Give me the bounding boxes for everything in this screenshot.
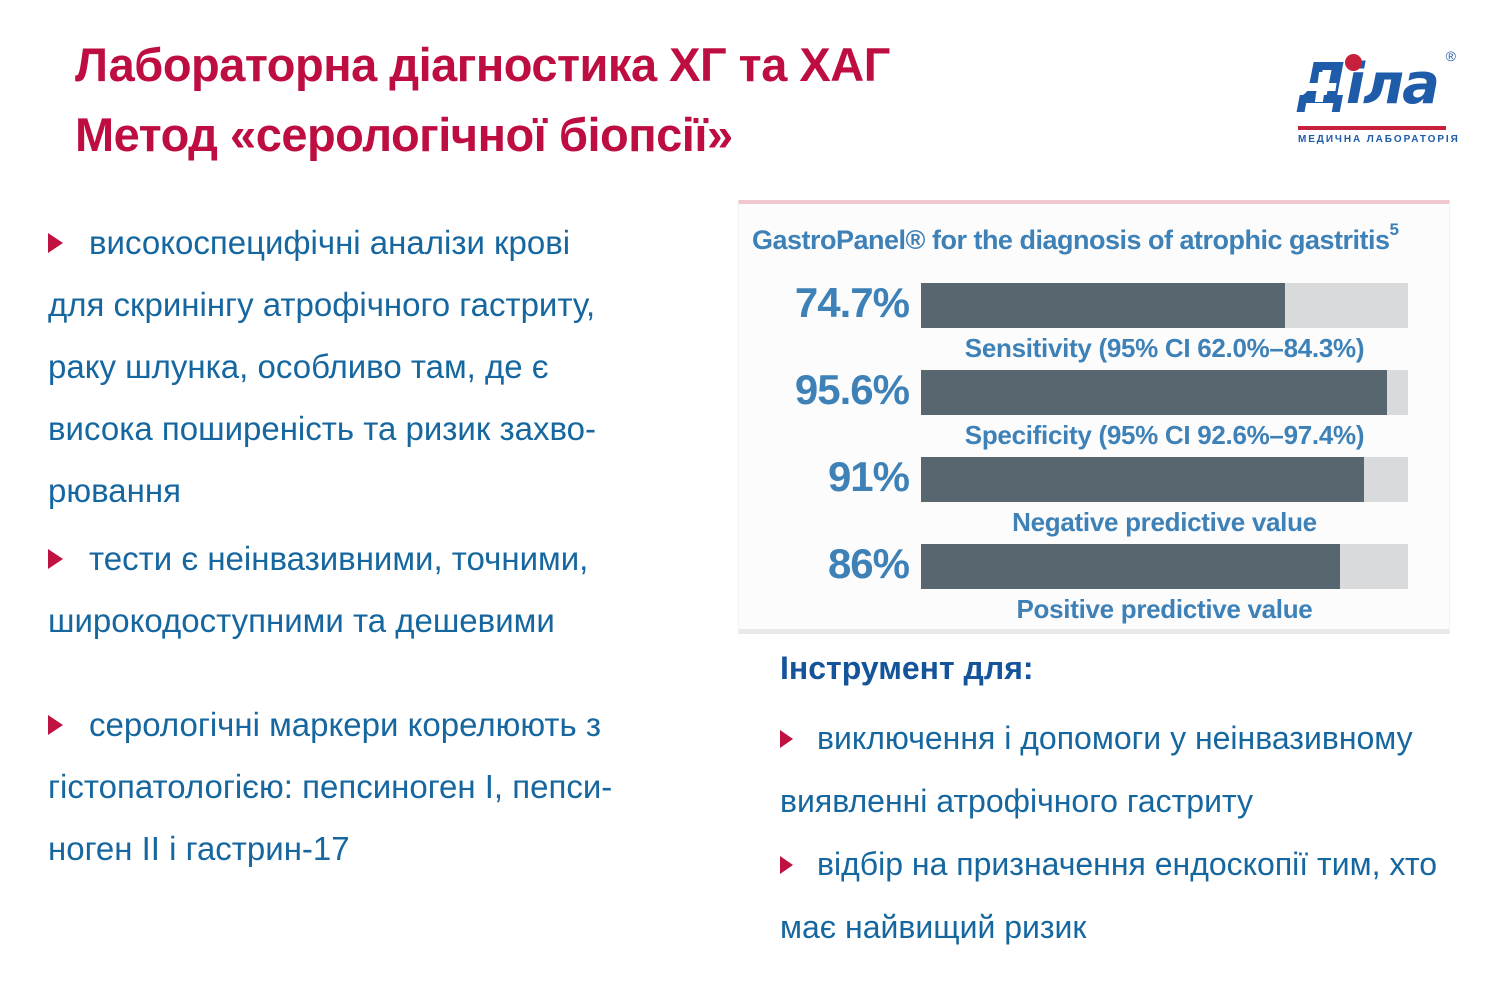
list-item: серологічні маркери корелюють з гістопато… bbox=[48, 694, 728, 880]
bullet-text: високоспецифічні аналізи крові для скрині… bbox=[48, 224, 596, 509]
list-item: високоспецифічні аналізи крові для скрині… bbox=[48, 212, 728, 522]
logo-red-dot-icon bbox=[1345, 54, 1362, 71]
tool-section-heading: Інструмент для: bbox=[780, 650, 1034, 686]
dila-logo: Діла ® МЕДИЧНА ЛАБОРАТОРІЯ bbox=[1298, 48, 1460, 145]
chart-row: 95.6% Specificity (95% CI 92.6%–97.4%) bbox=[739, 366, 1449, 457]
bar-category-label: Specificity (95% CI 92.6%–97.4%) bbox=[964, 420, 1365, 450]
bullet-triangle-icon bbox=[780, 730, 793, 748]
bullet-triangle-icon bbox=[780, 856, 793, 874]
bar-track bbox=[921, 544, 1408, 589]
chart-rows: 74.7% Sensitivity (95% CI 62.0%–84.3%) 95.… bbox=[739, 279, 1449, 631]
chart-title: GastroPanel® for the diagnosis of atroph… bbox=[752, 220, 1399, 256]
bar-category-label: Positive predictive value bbox=[1016, 594, 1313, 624]
list-item: відбір на призначення ендоскопії тим, хт… bbox=[780, 833, 1490, 959]
chart-title-text: GastroPanel® for the diagnosis of atroph… bbox=[752, 225, 1390, 255]
bullet-text: відбір на призначення ендоскопії тим, хт… bbox=[780, 846, 1438, 945]
bullet-triangle-icon bbox=[48, 233, 63, 253]
bar-fill bbox=[921, 370, 1387, 415]
bullet-triangle-icon bbox=[48, 715, 63, 735]
logo-caption: МЕДИЧНА ЛАБОРАТОРІЯ bbox=[1298, 134, 1460, 145]
bar-category-label: Negative predictive value bbox=[1012, 507, 1317, 537]
chart-title-superscript: 5 bbox=[1389, 220, 1399, 239]
logo-red-line bbox=[1298, 126, 1446, 130]
bar-track bbox=[921, 370, 1408, 415]
bar-track bbox=[921, 283, 1408, 328]
bar-value-label: 91% bbox=[827, 453, 910, 500]
chart-row: 86% Positive predictive value bbox=[739, 540, 1449, 631]
chart-row: 91% Negative predictive value bbox=[739, 453, 1449, 544]
page-title: Лабораторна діагностика ХГ та ХАГ Метод … bbox=[75, 30, 1225, 170]
tool-section: Інструмент для: виключення і допомоги у … bbox=[780, 650, 1490, 959]
logo-registered-mark: ® bbox=[1445, 48, 1456, 64]
page-title-line2: Метод «серологічної біопсії» bbox=[75, 108, 733, 161]
chart-row: 74.7% Sensitivity (95% CI 62.0%–84.3%) bbox=[739, 279, 1449, 370]
bar-value-label: 74.7% bbox=[794, 279, 910, 326]
page-title-line1: Лабораторна діагностика ХГ та ХАГ bbox=[75, 38, 890, 91]
logo-brand-row: Діла ® bbox=[1298, 48, 1456, 124]
logo-cross-icon bbox=[1302, 70, 1341, 104]
bar-category-label: Sensitivity (95% CI 62.0%–84.3%) bbox=[964, 333, 1365, 363]
bullet-text: виключення і допомоги у неінвазивному вия… bbox=[780, 720, 1413, 819]
list-item: тести є неінвазивними, точними, широкодос… bbox=[48, 528, 728, 652]
list-item: виключення і допомоги у неінвазивному вия… bbox=[780, 707, 1490, 833]
bullet-triangle-icon bbox=[48, 549, 63, 569]
bar-fill bbox=[921, 544, 1340, 589]
bar-value-label: 95.6% bbox=[794, 366, 910, 413]
gastropanel-chart: GastroPanel® for the diagnosis of atroph… bbox=[738, 200, 1450, 634]
bar-value-label: 86% bbox=[827, 540, 910, 587]
bar-fill bbox=[921, 283, 1285, 328]
bar-track bbox=[921, 457, 1408, 502]
bullet-text: серологічні маркери корелюють з гістопато… bbox=[48, 706, 613, 867]
bullet-text: тести є неінвазивними, точними, широкодос… bbox=[48, 540, 589, 639]
bar-fill bbox=[921, 457, 1365, 502]
